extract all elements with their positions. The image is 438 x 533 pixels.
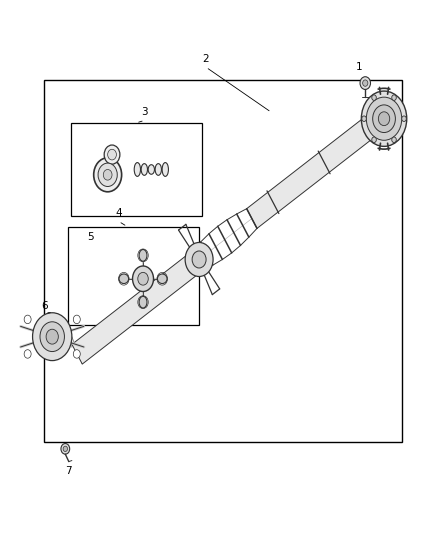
Circle shape [138,272,148,285]
Text: 1: 1 [355,62,362,72]
Circle shape [61,443,70,454]
Circle shape [73,315,80,324]
Circle shape [192,251,206,268]
Text: 2: 2 [203,54,209,64]
Polygon shape [247,110,384,229]
Circle shape [366,97,402,140]
Circle shape [363,80,368,86]
Circle shape [73,350,80,358]
Circle shape [40,322,64,352]
Ellipse shape [162,163,169,176]
Bar [68,227,199,325]
Circle shape [24,350,31,358]
Circle shape [373,105,396,133]
Circle shape [104,145,120,164]
Circle shape [392,95,396,100]
Text: 5: 5 [87,232,93,243]
Circle shape [362,116,366,122]
Circle shape [361,91,407,147]
Circle shape [108,149,117,160]
Circle shape [372,95,376,100]
Ellipse shape [139,249,147,261]
Circle shape [46,329,58,344]
Circle shape [98,163,117,187]
Circle shape [402,116,406,122]
Circle shape [32,313,72,361]
Circle shape [24,315,31,324]
Circle shape [372,137,376,142]
Circle shape [392,137,396,142]
Ellipse shape [157,274,167,284]
Circle shape [133,266,153,292]
Circle shape [94,158,122,192]
Text: 7: 7 [65,466,72,476]
Ellipse shape [148,165,155,174]
Text: 3: 3 [141,107,148,117]
Bar [44,80,403,442]
Ellipse shape [134,163,141,176]
Polygon shape [72,251,203,364]
Ellipse shape [139,296,147,308]
Circle shape [185,243,213,277]
Circle shape [103,169,112,180]
Text: 4: 4 [115,208,122,219]
Ellipse shape [141,164,148,175]
Circle shape [63,446,67,451]
Text: 6: 6 [41,301,48,311]
Ellipse shape [119,274,129,284]
Ellipse shape [155,164,162,175]
Bar [71,123,201,216]
Circle shape [378,112,390,126]
Circle shape [360,77,371,90]
